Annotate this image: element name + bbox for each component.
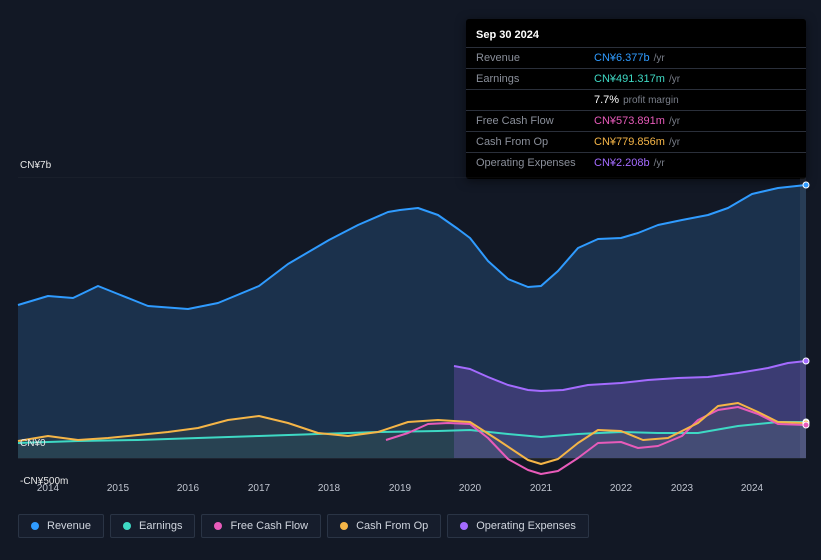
x-axis-tick: 2020: [459, 483, 481, 494]
tooltip-suffix: /yr: [669, 137, 680, 148]
x-axis-tick: 2015: [107, 483, 129, 494]
tooltip-value: CN¥6.377b: [594, 52, 650, 64]
chart-plot-area[interactable]: [18, 177, 806, 457]
y-axis-label: CN¥7b: [20, 160, 51, 171]
legend-label: Free Cash Flow: [230, 520, 308, 532]
hover-marker: [803, 358, 810, 365]
legend-label: Operating Expenses: [476, 520, 576, 532]
tooltip-suffix: /yr: [669, 116, 680, 127]
metrics-tooltip: Sep 30 2024 RevenueCN¥6.377b/yrEarningsC…: [466, 19, 806, 179]
tooltip-row: Cash From OpCN¥779.856m/yr: [466, 131, 806, 152]
tooltip-row: EarningsCN¥491.317m/yr: [466, 68, 806, 89]
legend-item[interactable]: Free Cash Flow: [201, 514, 321, 538]
x-axis-tick: 2019: [389, 483, 411, 494]
x-axis-tick: 2014: [37, 483, 59, 494]
tooltip-value: 7.7%: [594, 94, 619, 106]
tooltip-label: Earnings: [476, 73, 594, 85]
tooltip-label: Free Cash Flow: [476, 115, 594, 127]
y-axis-label: CN¥0: [20, 438, 46, 449]
x-axis-tick: 2024: [741, 483, 763, 494]
tooltip-label: Cash From Op: [476, 136, 594, 148]
x-axis-tick: 2017: [248, 483, 270, 494]
legend-dot-icon: [31, 522, 39, 530]
legend-dot-icon: [340, 522, 348, 530]
x-axis-tick: 2021: [530, 483, 552, 494]
tooltip-row: Free Cash FlowCN¥573.891m/yr: [466, 110, 806, 131]
legend-label: Revenue: [47, 520, 91, 532]
x-axis-tick: 2022: [610, 483, 632, 494]
x-axis-tick: 2023: [671, 483, 693, 494]
hover-marker: [803, 182, 810, 189]
financials-chart: CN¥7b CN¥0 -CN¥500m 20142015201620172018…: [18, 160, 806, 545]
legend-dot-icon: [460, 522, 468, 530]
legend-item[interactable]: Earnings: [110, 514, 195, 538]
tooltip-row: 7.7% profit margin: [466, 89, 806, 110]
chart-legend: Revenue Earnings Free Cash Flow Cash From O…: [18, 514, 589, 538]
legend-dot-icon: [214, 522, 222, 530]
tooltip-label: Revenue: [476, 52, 594, 64]
hover-marker: [803, 422, 810, 429]
legend-item[interactable]: Revenue: [18, 514, 104, 538]
tooltip-value: CN¥491.317m: [594, 73, 665, 85]
legend-label: Earnings: [139, 520, 182, 532]
legend-dot-icon: [123, 522, 131, 530]
tooltip-row: RevenueCN¥6.377b/yr: [466, 47, 806, 68]
legend-label: Cash From Op: [356, 520, 428, 532]
tooltip-value: CN¥573.891m: [594, 115, 665, 127]
grid-baseline: [18, 458, 806, 459]
tooltip-date: Sep 30 2024: [466, 25, 806, 47]
legend-item[interactable]: Cash From Op: [327, 514, 441, 538]
tooltip-value: CN¥779.856m: [594, 136, 665, 148]
x-axis-tick: 2016: [177, 483, 199, 494]
legend-item[interactable]: Operating Expenses: [447, 514, 589, 538]
tooltip-suffix: /yr: [654, 53, 665, 64]
tooltip-suffix: /yr: [669, 74, 680, 85]
tooltip-suffix: profit margin: [623, 95, 679, 106]
chart-hover-line: [800, 178, 806, 458]
x-axis-tick: 2018: [318, 483, 340, 494]
